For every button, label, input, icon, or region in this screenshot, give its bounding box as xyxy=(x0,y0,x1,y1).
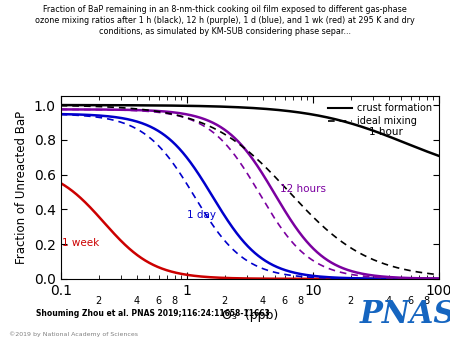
Text: 6: 6 xyxy=(156,296,162,306)
Text: PNAS: PNAS xyxy=(360,298,450,330)
Text: 2: 2 xyxy=(347,296,354,306)
Text: 1 day: 1 day xyxy=(187,210,216,220)
Y-axis label: Fraction of Unreacted BaP: Fraction of Unreacted BaP xyxy=(15,111,28,264)
Text: 6: 6 xyxy=(282,296,288,306)
Text: 6: 6 xyxy=(408,296,414,306)
Text: 4: 4 xyxy=(134,296,140,306)
Text: 1 hour: 1 hour xyxy=(369,126,403,137)
Text: 8: 8 xyxy=(171,296,178,306)
Text: 12 hours: 12 hours xyxy=(280,184,326,194)
X-axis label: O₃  (ppb): O₃ (ppb) xyxy=(221,309,278,322)
Text: 2: 2 xyxy=(221,296,228,306)
Text: ©2019 by National Academy of Sciences: ©2019 by National Academy of Sciences xyxy=(9,331,138,337)
Text: Shouming Zhou et al. PNAS 2019;116:24:11658-11663: Shouming Zhou et al. PNAS 2019;116:24:11… xyxy=(36,309,270,318)
Text: Fraction of BaP remaining in an 8-nm-thick cooking oil film exposed to different: Fraction of BaP remaining in an 8-nm-thi… xyxy=(35,5,415,36)
Text: 4: 4 xyxy=(260,296,266,306)
Text: 1 week: 1 week xyxy=(62,238,99,248)
Text: 8: 8 xyxy=(297,296,304,306)
Text: 4: 4 xyxy=(386,296,392,306)
Legend: crust formation, ideal mixing: crust formation, ideal mixing xyxy=(326,101,434,128)
Text: 2: 2 xyxy=(95,296,102,306)
Text: 8: 8 xyxy=(423,296,430,306)
